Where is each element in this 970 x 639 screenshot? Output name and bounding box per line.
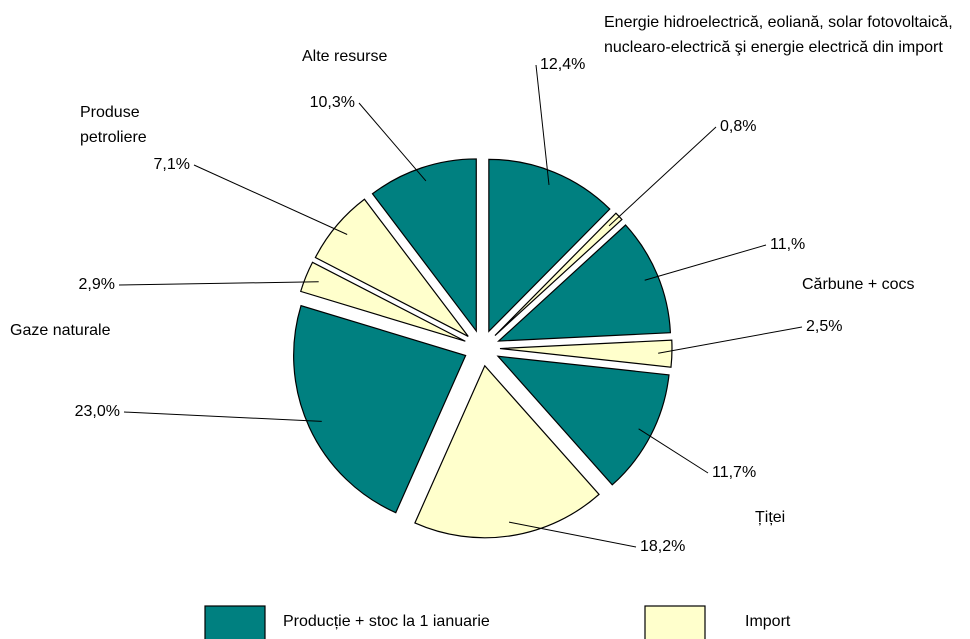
pie-slice — [299, 261, 466, 342]
leader-line — [193, 164, 348, 235]
pie-slice — [499, 339, 673, 368]
data-label: 7,1% — [154, 156, 190, 173]
data-label: 10,3% — [310, 94, 355, 111]
pie-slice — [371, 158, 477, 333]
annotation: Gaze naturale — [10, 322, 111, 339]
legend-swatch — [644, 605, 706, 639]
annotation: Alte resurse — [302, 48, 388, 65]
leader-line — [508, 521, 637, 548]
annotation: Țiței — [755, 509, 786, 526]
leader-line — [658, 326, 803, 354]
pie-slice — [293, 304, 467, 514]
pie-slice — [314, 198, 469, 337]
legend-label: Producție + stoc la 1 ianuarie — [283, 613, 490, 630]
leader-line — [638, 428, 709, 474]
data-label: 11,7% — [712, 464, 756, 481]
pie-slice — [496, 355, 670, 486]
pie-slice — [496, 224, 672, 342]
annotation: Energie hidroelectrică, eoliană, solar f… — [604, 14, 953, 56]
data-label: 18,2% — [640, 538, 685, 555]
pie-slice — [414, 364, 600, 539]
data-label: 23,0% — [75, 403, 120, 420]
leader-line — [644, 244, 767, 281]
leader-line — [358, 102, 427, 182]
data-label: 12,4% — [540, 56, 585, 73]
data-label: 0,8% — [720, 118, 756, 135]
annotation: Produse petroliere — [80, 104, 147, 146]
annotation: Cărbune + cocs — [802, 276, 915, 293]
legend-swatch — [204, 605, 266, 639]
data-label: 11,% — [770, 236, 805, 253]
leader-line — [535, 64, 550, 186]
data-label: 2,9% — [79, 276, 115, 293]
leader-line — [608, 126, 717, 227]
leader-line — [123, 411, 322, 422]
data-label: 2,5% — [806, 318, 842, 335]
pie-slice — [488, 158, 611, 333]
leader-line — [118, 281, 319, 286]
legend-label: Import — [745, 613, 791, 630]
